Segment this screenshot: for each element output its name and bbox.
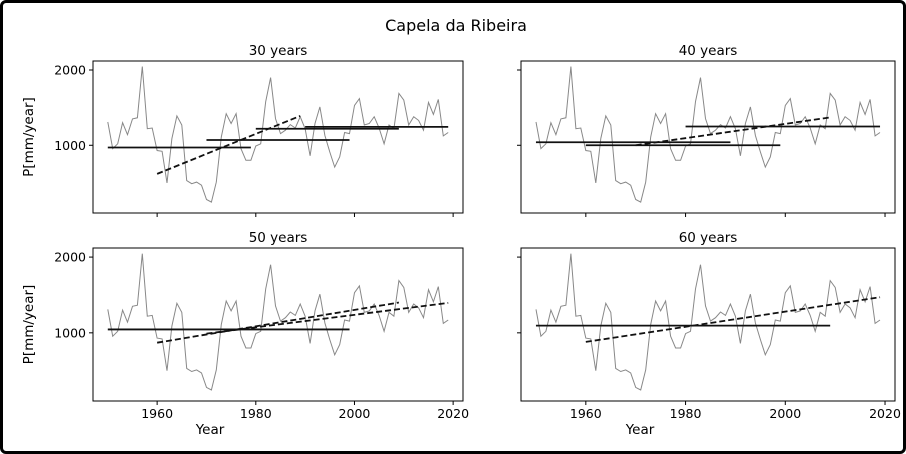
- chart-title: Capela da Ribeira: [385, 16, 527, 35]
- x-tick-label: 2000: [769, 406, 801, 421]
- subplot-title: 60 years: [679, 230, 738, 246]
- subplot-2: 40 years: [517, 43, 896, 217]
- axes-frame: [520, 60, 896, 214]
- x-tick-label: 1980: [670, 406, 702, 421]
- subplot-title: 50 years: [249, 230, 308, 246]
- precipitation-line: [107, 66, 449, 203]
- trend-line: [156, 301, 400, 344]
- precipitation-line: [107, 253, 449, 391]
- subplot-4: 60 years 1960 1980 2000 2020 Year: [517, 230, 901, 438]
- x-axis-label: Year: [195, 422, 225, 438]
- y-axis-label: P[mm/year]: [21, 97, 37, 177]
- axes-frame: [520, 247, 896, 402]
- y-tick-label: 1000: [54, 138, 86, 153]
- y-tick-label: 1000: [54, 325, 86, 340]
- trend-line: [585, 296, 881, 343]
- subplot-title: 40 years: [679, 43, 738, 59]
- x-tick-label: 1960: [570, 406, 602, 421]
- trend-line: [635, 116, 831, 147]
- x-tick-label: 1960: [141, 406, 173, 421]
- x-tick-label: 2020: [869, 406, 901, 421]
- trend-line: [206, 302, 449, 335]
- x-tick-label: 1980: [240, 406, 272, 421]
- subplot-3: 50 years 1960 1980 2000 2020 1000 2000 Year P[mm…: [21, 230, 469, 438]
- axes-frame: [92, 60, 464, 214]
- precipitation-line: [535, 253, 881, 391]
- y-tick-label: 2000: [54, 63, 86, 78]
- y-tick-label: 2000: [54, 250, 86, 265]
- trend-line: [156, 115, 301, 175]
- axes-frame: [92, 247, 464, 402]
- x-tick-label: 2000: [339, 406, 371, 421]
- chart-svg: Capela da Ribeira 30 years 1000 2000 P[mm/y…: [21, 16, 901, 438]
- subplot-1: 30 years 1000 2000 P[mm/year]: [21, 43, 464, 217]
- y-axis-label: P[mm/year]: [21, 285, 37, 365]
- x-axis-label: Year: [625, 422, 655, 438]
- x-tick-label: 2020: [437, 406, 469, 421]
- subplot-title: 30 years: [249, 43, 308, 59]
